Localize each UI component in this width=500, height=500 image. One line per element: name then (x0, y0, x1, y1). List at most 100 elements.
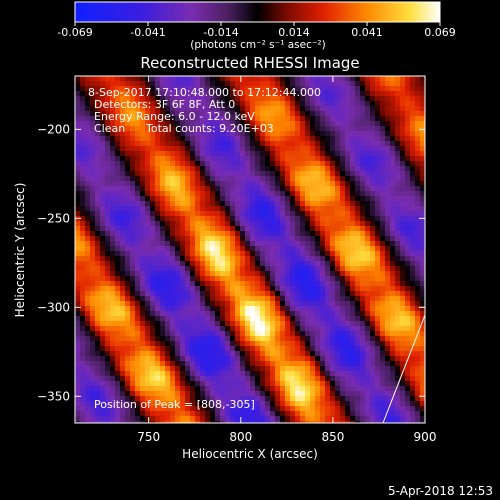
heatmap-cell (125, 356, 130, 361)
heatmap-cell (105, 406, 110, 411)
heatmap-cell (225, 226, 230, 231)
heatmap-cell (290, 396, 295, 401)
heatmap-cell (280, 101, 285, 106)
heatmap-cell (185, 126, 190, 131)
heatmap-cell (110, 146, 115, 151)
heatmap-cell (235, 96, 240, 101)
heatmap-cell (165, 416, 170, 421)
heatmap-cell (320, 331, 325, 336)
heatmap-cell (370, 76, 375, 81)
heatmap-cell (155, 261, 160, 266)
heatmap-cell (150, 191, 155, 196)
heatmap-cell (255, 341, 260, 346)
heatmap-cell (115, 136, 120, 141)
heatmap-cell (340, 336, 345, 341)
heatmap-cell (325, 236, 330, 241)
heatmap-cell (85, 421, 90, 423)
heatmap-cell (90, 301, 95, 306)
heatmap-cell (285, 271, 290, 276)
heatmap-cell (340, 211, 345, 216)
heatmap-cell (130, 356, 135, 361)
heatmap-cell (250, 346, 255, 351)
heatmap-cell (375, 311, 380, 316)
heatmap-cell (240, 106, 245, 111)
heatmap-cell (350, 251, 355, 256)
chart-title: Reconstructed RHESSI Image (140, 54, 359, 72)
heatmap-cell (350, 141, 355, 146)
heatmap-cell (245, 246, 250, 251)
heatmap-cell (105, 316, 110, 321)
heatmap-cell (360, 351, 365, 356)
heatmap-cell (420, 286, 425, 291)
heatmap-cell (105, 236, 110, 241)
heatmap-cell (165, 141, 170, 146)
heatmap-cell (195, 171, 200, 176)
heatmap-cell (280, 201, 285, 206)
heatmap-cell (155, 311, 160, 316)
heatmap-cell (375, 146, 380, 151)
heatmap-cell (405, 326, 410, 331)
heatmap-cell (80, 316, 85, 321)
heatmap-cell (195, 396, 200, 401)
heatmap-cell (270, 356, 275, 361)
heatmap-cell (410, 181, 415, 186)
heatmap-cell (300, 291, 305, 296)
heatmap-cell (420, 81, 425, 86)
heatmap-cell (250, 291, 255, 296)
heatmap-cell (420, 271, 425, 276)
heatmap-cell (295, 161, 300, 166)
heatmap-cell (405, 371, 410, 376)
heatmap-cell (165, 171, 170, 176)
heatmap-cell (390, 251, 395, 256)
heatmap-cell (330, 346, 335, 351)
heatmap-cell (245, 141, 250, 146)
heatmap-cell (315, 271, 320, 276)
heatmap-cell (250, 156, 255, 161)
heatmap-cell (355, 286, 360, 291)
heatmap-cell (90, 106, 95, 111)
heatmap-cell (210, 86, 215, 91)
heatmap-cell (270, 246, 275, 251)
heatmap-cell (225, 126, 230, 131)
heatmap-cell (265, 216, 270, 221)
heatmap-cell (320, 416, 325, 421)
heatmap-cell (140, 176, 145, 181)
heatmap-cell (405, 381, 410, 386)
heatmap-cell (385, 296, 390, 301)
heatmap-cell (355, 371, 360, 376)
heatmap-cell (325, 401, 330, 406)
heatmap-cell (135, 241, 140, 246)
heatmap-cell (110, 126, 115, 131)
heatmap-cell (410, 236, 415, 241)
heatmap-cell (330, 271, 335, 276)
heatmap-cell (175, 346, 180, 351)
heatmap-cell (285, 331, 290, 336)
heatmap-cell (110, 271, 115, 276)
heatmap-cell (340, 86, 345, 91)
heatmap-cell (185, 281, 190, 286)
heatmap-cell (385, 211, 390, 216)
heatmap-cell (330, 106, 335, 111)
heatmap-cell (210, 391, 215, 396)
heatmap-cell (100, 186, 105, 191)
heatmap-cell (410, 291, 415, 296)
heatmap-cell (90, 151, 95, 156)
heatmap-cell (410, 111, 415, 116)
heatmap-cell (205, 231, 210, 236)
heatmap-cell (360, 306, 365, 311)
heatmap-cell (225, 291, 230, 296)
heatmap-cell (220, 411, 225, 416)
heatmap-cell (90, 361, 95, 366)
heatmap-cell (320, 96, 325, 101)
heatmap-cell (335, 266, 340, 271)
heatmap-cell (260, 126, 265, 131)
heatmap-cell (225, 276, 230, 281)
heatmap-cell (160, 131, 165, 136)
heatmap-cell (170, 331, 175, 336)
heatmap-cell (110, 196, 115, 201)
heatmap-cell (390, 146, 395, 151)
heatmap-cell (290, 421, 295, 423)
heatmap-cell (365, 156, 370, 161)
heatmap-cell (350, 271, 355, 276)
heatmap-cell (410, 276, 415, 281)
